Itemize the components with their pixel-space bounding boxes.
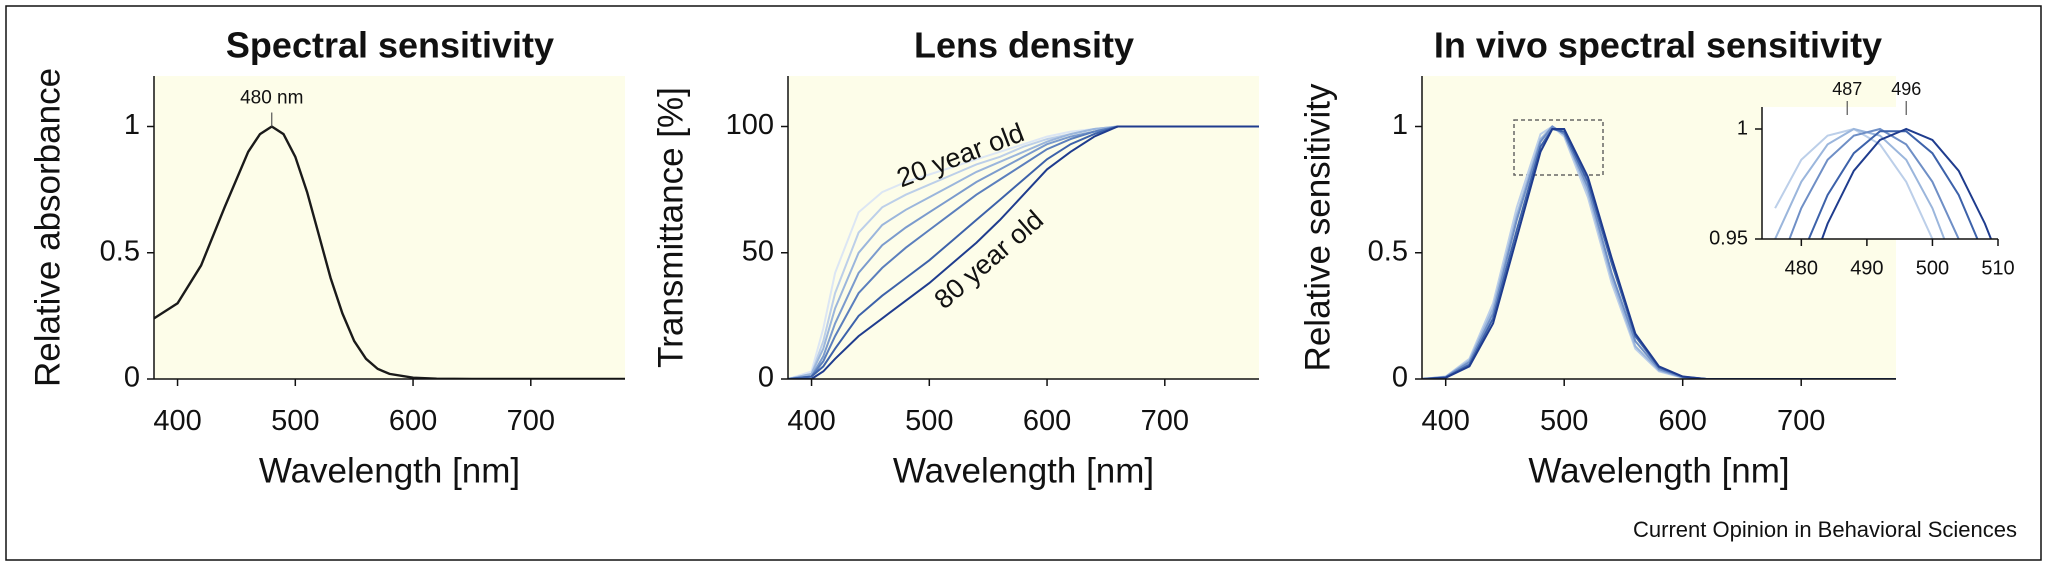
chart-title: Spectral sensitivity bbox=[226, 25, 554, 66]
x-tick-label: 600 bbox=[1659, 405, 1707, 437]
y-tick-label: 0.5 bbox=[1368, 235, 1408, 267]
y-tick-label: 0.95 bbox=[1709, 227, 1748, 249]
x-tick-label: 700 bbox=[1777, 405, 1825, 437]
x-tick-label: 480 bbox=[1785, 257, 1818, 279]
y-tick-label: 0 bbox=[1392, 362, 1408, 394]
y-axis-label: Relative absorbance bbox=[28, 68, 67, 387]
y-tick-label: 0 bbox=[758, 362, 774, 394]
marker-label: 487 bbox=[1832, 79, 1862, 99]
x-tick-label: 510 bbox=[1981, 257, 2014, 279]
series-line bbox=[1788, 127, 1960, 239]
marker-label: 496 bbox=[1891, 79, 1921, 99]
x-tick-label: 700 bbox=[1141, 405, 1189, 437]
series-line bbox=[1774, 127, 1946, 239]
series-line bbox=[1422, 125, 1896, 379]
plot-background bbox=[154, 76, 625, 379]
x-tick-label: 500 bbox=[905, 405, 953, 437]
y-tick-label: 1 bbox=[1737, 117, 1748, 139]
y-tick-label: 100 bbox=[726, 109, 774, 141]
x-tick-label: 700 bbox=[507, 405, 555, 437]
series-line bbox=[1422, 128, 1896, 379]
series-line bbox=[1807, 130, 1979, 239]
x-tick-label: 500 bbox=[1916, 257, 1949, 279]
chart-title: Lens density bbox=[914, 25, 1134, 66]
y-axis-label: Relative sensitivity bbox=[1298, 83, 1337, 371]
x-axis-label: Wavelength [nm] bbox=[893, 451, 1154, 490]
annotation: 480 nm bbox=[240, 88, 303, 109]
series-line bbox=[154, 125, 625, 379]
series-line bbox=[1422, 127, 1896, 379]
series-line bbox=[788, 125, 1259, 379]
y-tick-label: 1 bbox=[1392, 109, 1408, 141]
x-tick-label: 500 bbox=[271, 405, 319, 437]
x-tick-label: 400 bbox=[1422, 405, 1470, 437]
y-tick-label: 50 bbox=[742, 235, 774, 267]
footer: Current Opinion in Behavioral Sciences bbox=[1633, 517, 2017, 542]
y-tick-label: 0.5 bbox=[100, 235, 140, 267]
series-line bbox=[1774, 127, 1934, 239]
y-axis-label: Transmittance [%] bbox=[651, 87, 690, 368]
series-line bbox=[1422, 125, 1896, 379]
x-tick-label: 500 bbox=[1540, 405, 1588, 437]
x-tick-label: 600 bbox=[1023, 405, 1071, 437]
x-axis-label: Wavelength [nm] bbox=[259, 451, 520, 490]
x-tick-label: 490 bbox=[1850, 257, 1883, 279]
series-line bbox=[788, 125, 1259, 379]
series-line bbox=[788, 125, 1259, 379]
y-tick-label: 0 bbox=[124, 362, 140, 394]
x-axis-label: Wavelength [nm] bbox=[1528, 451, 1789, 490]
x-tick-label: 400 bbox=[153, 405, 201, 437]
series-line bbox=[1422, 125, 1896, 379]
series-line bbox=[1820, 127, 1993, 239]
y-tick-label: 1 bbox=[124, 109, 140, 141]
zoom-box bbox=[1513, 119, 1604, 176]
x-tick-label: 600 bbox=[389, 405, 437, 437]
series-line bbox=[788, 125, 1259, 379]
x-tick-label: 400 bbox=[787, 405, 835, 437]
chart-title: In vivo spectral sensitivity bbox=[1434, 25, 1882, 66]
